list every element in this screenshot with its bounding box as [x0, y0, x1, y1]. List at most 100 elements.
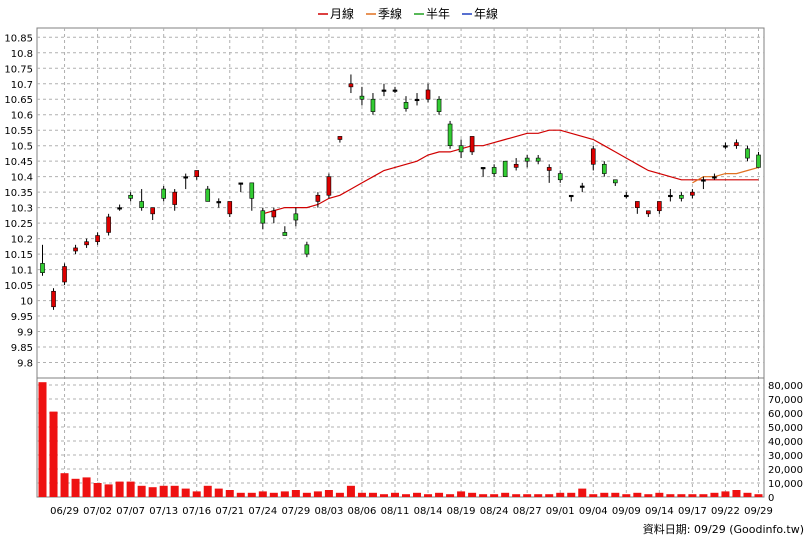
volume-bar	[534, 494, 543, 497]
candle	[227, 201, 233, 217]
candle	[690, 189, 695, 199]
volume-bar	[104, 484, 113, 497]
price-tick-label: 10.3	[11, 204, 33, 215]
date-tick-label: 06/29	[50, 506, 79, 517]
price-axis: 10.85 10.8 10.75 10.7 10.65 10.6 10.55 10.5 10.4…	[4, 33, 33, 369]
candle	[51, 288, 56, 310]
legend-item: 半年	[414, 7, 450, 21]
volume-bar	[126, 481, 135, 497]
volume-bar	[512, 494, 521, 497]
volume-tick-label: 10,000	[768, 479, 803, 490]
legend-item: 月線	[318, 6, 354, 21]
price-tick-label: 10.7	[11, 80, 33, 91]
volume-bar	[170, 485, 179, 497]
date-tick-label: 08/11	[381, 506, 410, 517]
price-tick-label: 10	[20, 297, 33, 308]
candle	[745, 145, 750, 162]
candle	[62, 263, 67, 286]
volume-bar	[644, 494, 653, 497]
volume-bar	[611, 492, 620, 497]
date-tick-label: 07/16	[182, 506, 211, 517]
price-tick-label: 9.95	[11, 312, 33, 323]
volume-bar	[446, 494, 455, 497]
candle	[106, 213, 111, 236]
price-tick-label: 10.75	[4, 64, 33, 75]
candle	[95, 232, 100, 245]
price-tick-label: 9.9	[17, 328, 33, 339]
candle	[359, 86, 365, 106]
candle	[117, 204, 122, 211]
candle	[271, 207, 277, 224]
candle	[40, 244, 45, 276]
volume-bar	[115, 481, 124, 497]
date-tick-label: 09/14	[645, 506, 674, 517]
price-tick-label: 10.5	[11, 142, 33, 153]
volume-bar	[192, 491, 201, 497]
volume-bar	[732, 490, 741, 497]
price-tick-label: 10.8	[11, 49, 33, 60]
date-tick-label: 07/02	[83, 506, 112, 517]
volume-bar	[225, 490, 234, 497]
volume-bar	[523, 494, 532, 497]
date-tick-label: 07/07	[116, 506, 145, 517]
volume-bar	[335, 492, 344, 497]
date-tick-label: 08/24	[480, 506, 509, 517]
volume-bar	[38, 382, 47, 497]
volume-bar	[435, 492, 444, 497]
candle	[337, 136, 343, 143]
volume-tick-label: 60,000	[768, 409, 803, 420]
candle	[304, 241, 310, 258]
price-grid	[36, 27, 765, 497]
volume-bar	[324, 490, 333, 497]
volume-bar	[368, 492, 377, 497]
volume-bar	[743, 492, 752, 497]
volume-bar	[71, 478, 80, 497]
price-tick-label: 10.4	[11, 173, 33, 184]
candle	[73, 244, 78, 255]
volume-bar	[468, 492, 477, 497]
candle	[679, 192, 684, 202]
footer-source: 資料日期: 09/29 (Goodinfo.tw)	[643, 522, 804, 536]
legend-label: 季線	[378, 6, 402, 21]
candle	[150, 207, 155, 221]
date-tick-label: 07/29	[281, 506, 310, 517]
volume-tick-label: 30,000	[768, 451, 803, 462]
candle	[624, 192, 629, 199]
candle	[260, 207, 266, 230]
volume-bar	[269, 492, 278, 497]
candle	[216, 198, 222, 208]
volume-bar	[159, 485, 168, 497]
volume-bar	[556, 492, 565, 497]
volume-bar	[402, 494, 411, 497]
volume-bar	[754, 494, 763, 497]
candle	[205, 185, 211, 202]
candle	[249, 182, 255, 211]
volume-bar	[479, 494, 488, 497]
candle	[348, 74, 354, 94]
volume-bar	[313, 491, 322, 497]
volume-bar	[413, 492, 422, 497]
volume-tick-label: 50,000	[768, 423, 803, 434]
volume-bar	[203, 485, 212, 497]
date-tick-label: 08/03	[314, 506, 343, 517]
volume-bar	[82, 477, 91, 497]
volume-bar	[688, 494, 697, 497]
volume-tick-label: 20,000	[768, 465, 803, 476]
candle	[425, 83, 431, 103]
volume-bar	[710, 492, 719, 497]
date-axis: 06/29 07/02 07/07 07/13 07/16 07/21 07/24 07/29…	[50, 506, 773, 517]
candle	[557, 170, 563, 183]
legend-item: 年線	[462, 6, 498, 21]
volume-bar	[357, 492, 366, 497]
candle	[701, 176, 706, 190]
candle	[172, 189, 177, 211]
legend-label: 半年	[426, 7, 450, 21]
date-tick-label: 09/22	[711, 506, 740, 517]
price-tick-label: 10.65	[4, 95, 33, 106]
volume-bar	[721, 491, 730, 497]
candle	[414, 93, 420, 106]
volume-tick-label: 70,000	[768, 395, 803, 406]
date-tick-label: 07/24	[248, 506, 277, 517]
candle	[480, 167, 486, 177]
